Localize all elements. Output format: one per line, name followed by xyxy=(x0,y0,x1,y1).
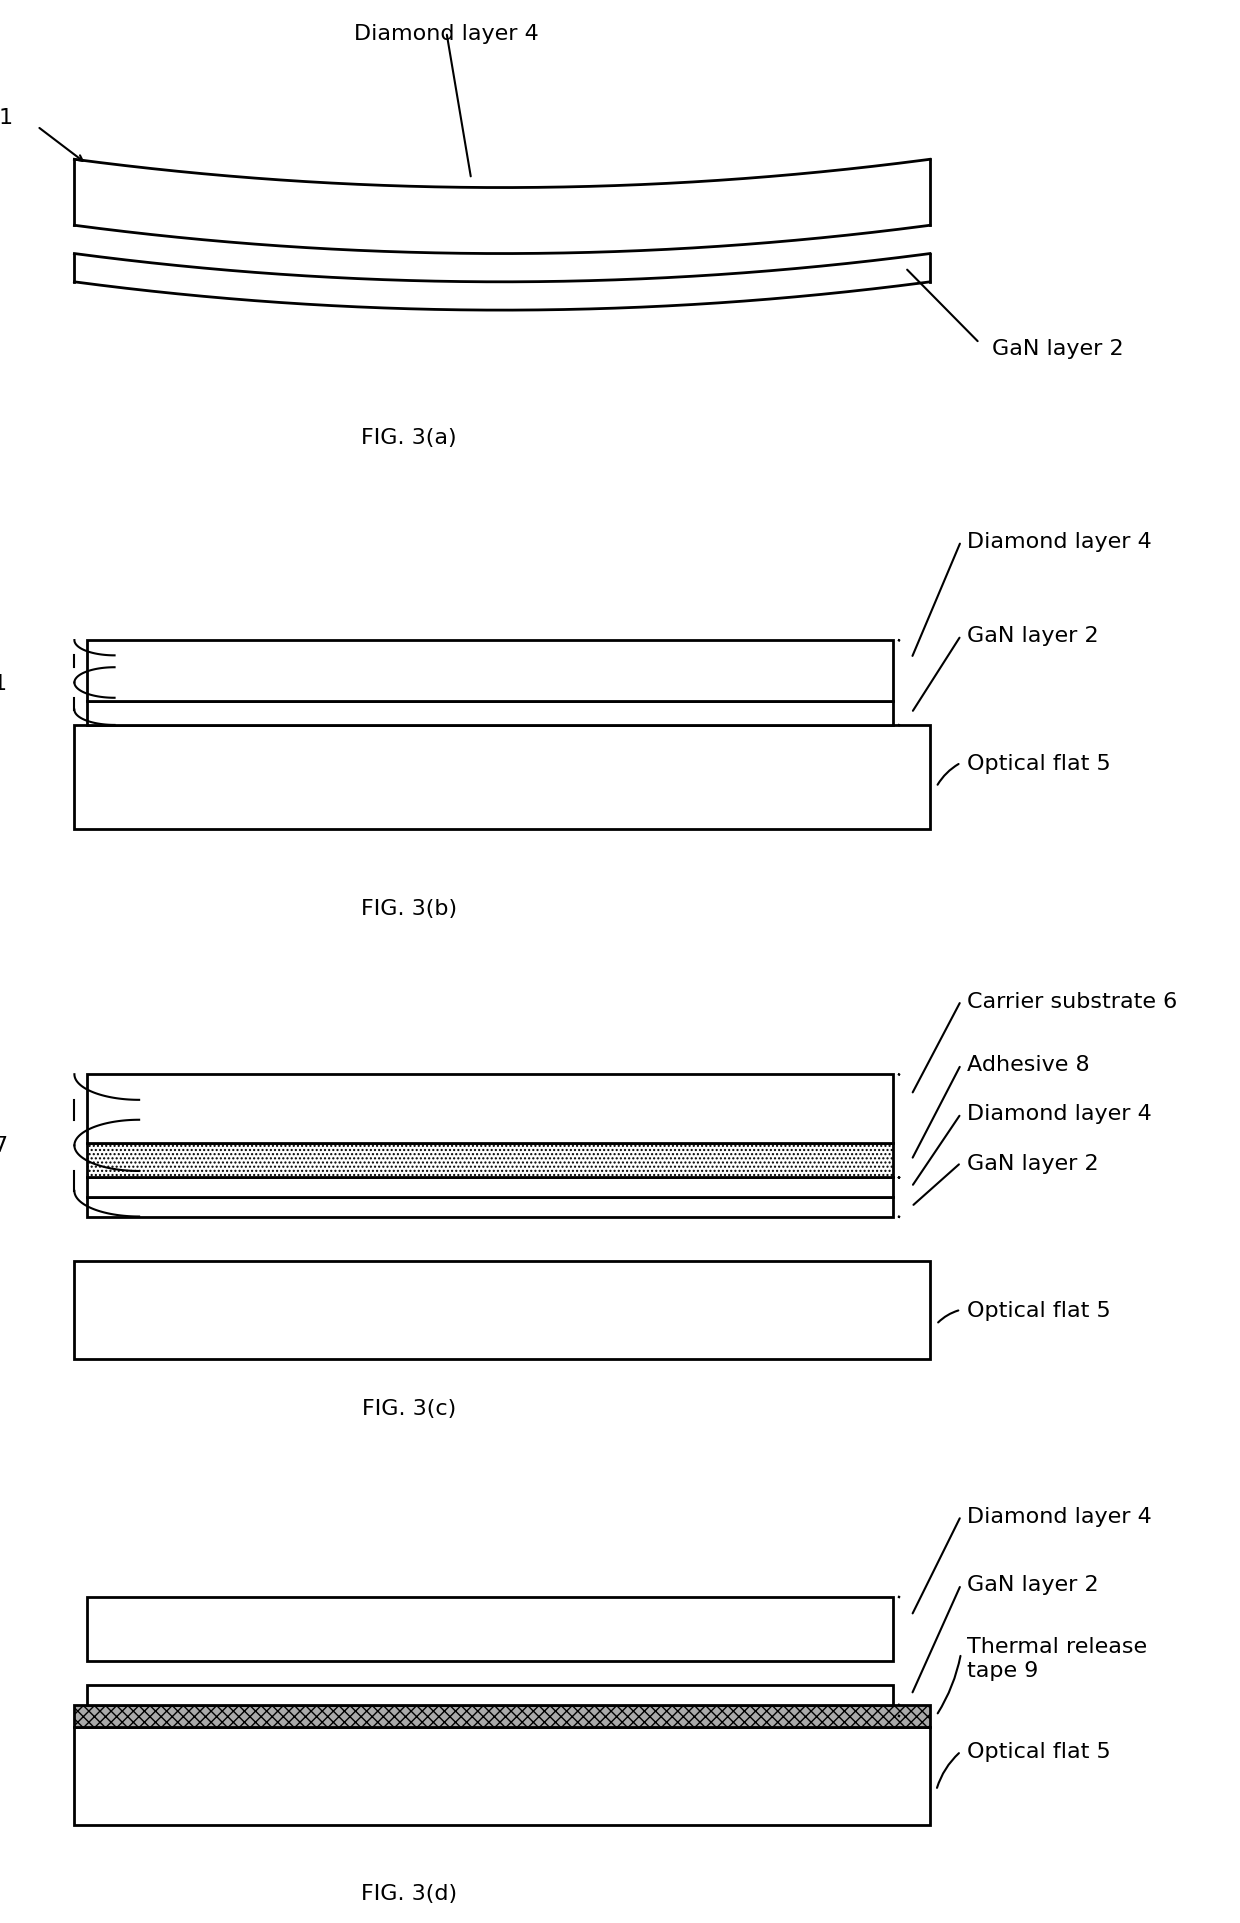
Bar xyxy=(87,1198,893,1217)
Text: Optical flat 5: Optical flat 5 xyxy=(967,1300,1111,1319)
Bar xyxy=(87,1596,893,1661)
Bar xyxy=(87,640,893,702)
Bar xyxy=(74,725,930,829)
Text: 1: 1 xyxy=(0,108,12,127)
Text: Diamond layer 4: Diamond layer 4 xyxy=(967,533,1152,552)
Text: Diamond layer 4: Diamond layer 4 xyxy=(355,23,538,44)
Text: Carrier substrate 6: Carrier substrate 6 xyxy=(967,990,1178,1011)
Text: FIG. 3(c): FIG. 3(c) xyxy=(362,1398,456,1417)
Bar xyxy=(87,702,893,725)
Text: GaN layer 2: GaN layer 2 xyxy=(967,1575,1099,1594)
Text: GaN layer 2: GaN layer 2 xyxy=(967,1154,1099,1173)
Text: Diamond layer 4: Diamond layer 4 xyxy=(967,1506,1152,1527)
Text: GaN layer 2: GaN layer 2 xyxy=(992,338,1123,358)
Bar xyxy=(87,1685,893,1706)
Text: Optical flat 5: Optical flat 5 xyxy=(967,754,1111,773)
Text: FIG. 3(d): FIG. 3(d) xyxy=(361,1883,458,1904)
Bar xyxy=(74,1727,930,1825)
Bar xyxy=(87,1177,893,1198)
Bar xyxy=(74,1261,930,1360)
Text: 1: 1 xyxy=(0,673,7,692)
Bar xyxy=(87,1144,893,1177)
Text: 7: 7 xyxy=(0,1136,7,1156)
Bar xyxy=(74,1706,930,1727)
Text: FIG. 3(b): FIG. 3(b) xyxy=(361,898,458,919)
Text: Adhesive 8: Adhesive 8 xyxy=(967,1056,1090,1075)
Text: Thermal release
tape 9: Thermal release tape 9 xyxy=(967,1636,1147,1681)
Text: FIG. 3(a): FIG. 3(a) xyxy=(361,427,458,448)
Bar xyxy=(87,1075,893,1144)
Text: Optical flat 5: Optical flat 5 xyxy=(967,1742,1111,1761)
Text: Diamond layer 4: Diamond layer 4 xyxy=(967,1104,1152,1123)
Text: GaN layer 2: GaN layer 2 xyxy=(967,627,1099,646)
